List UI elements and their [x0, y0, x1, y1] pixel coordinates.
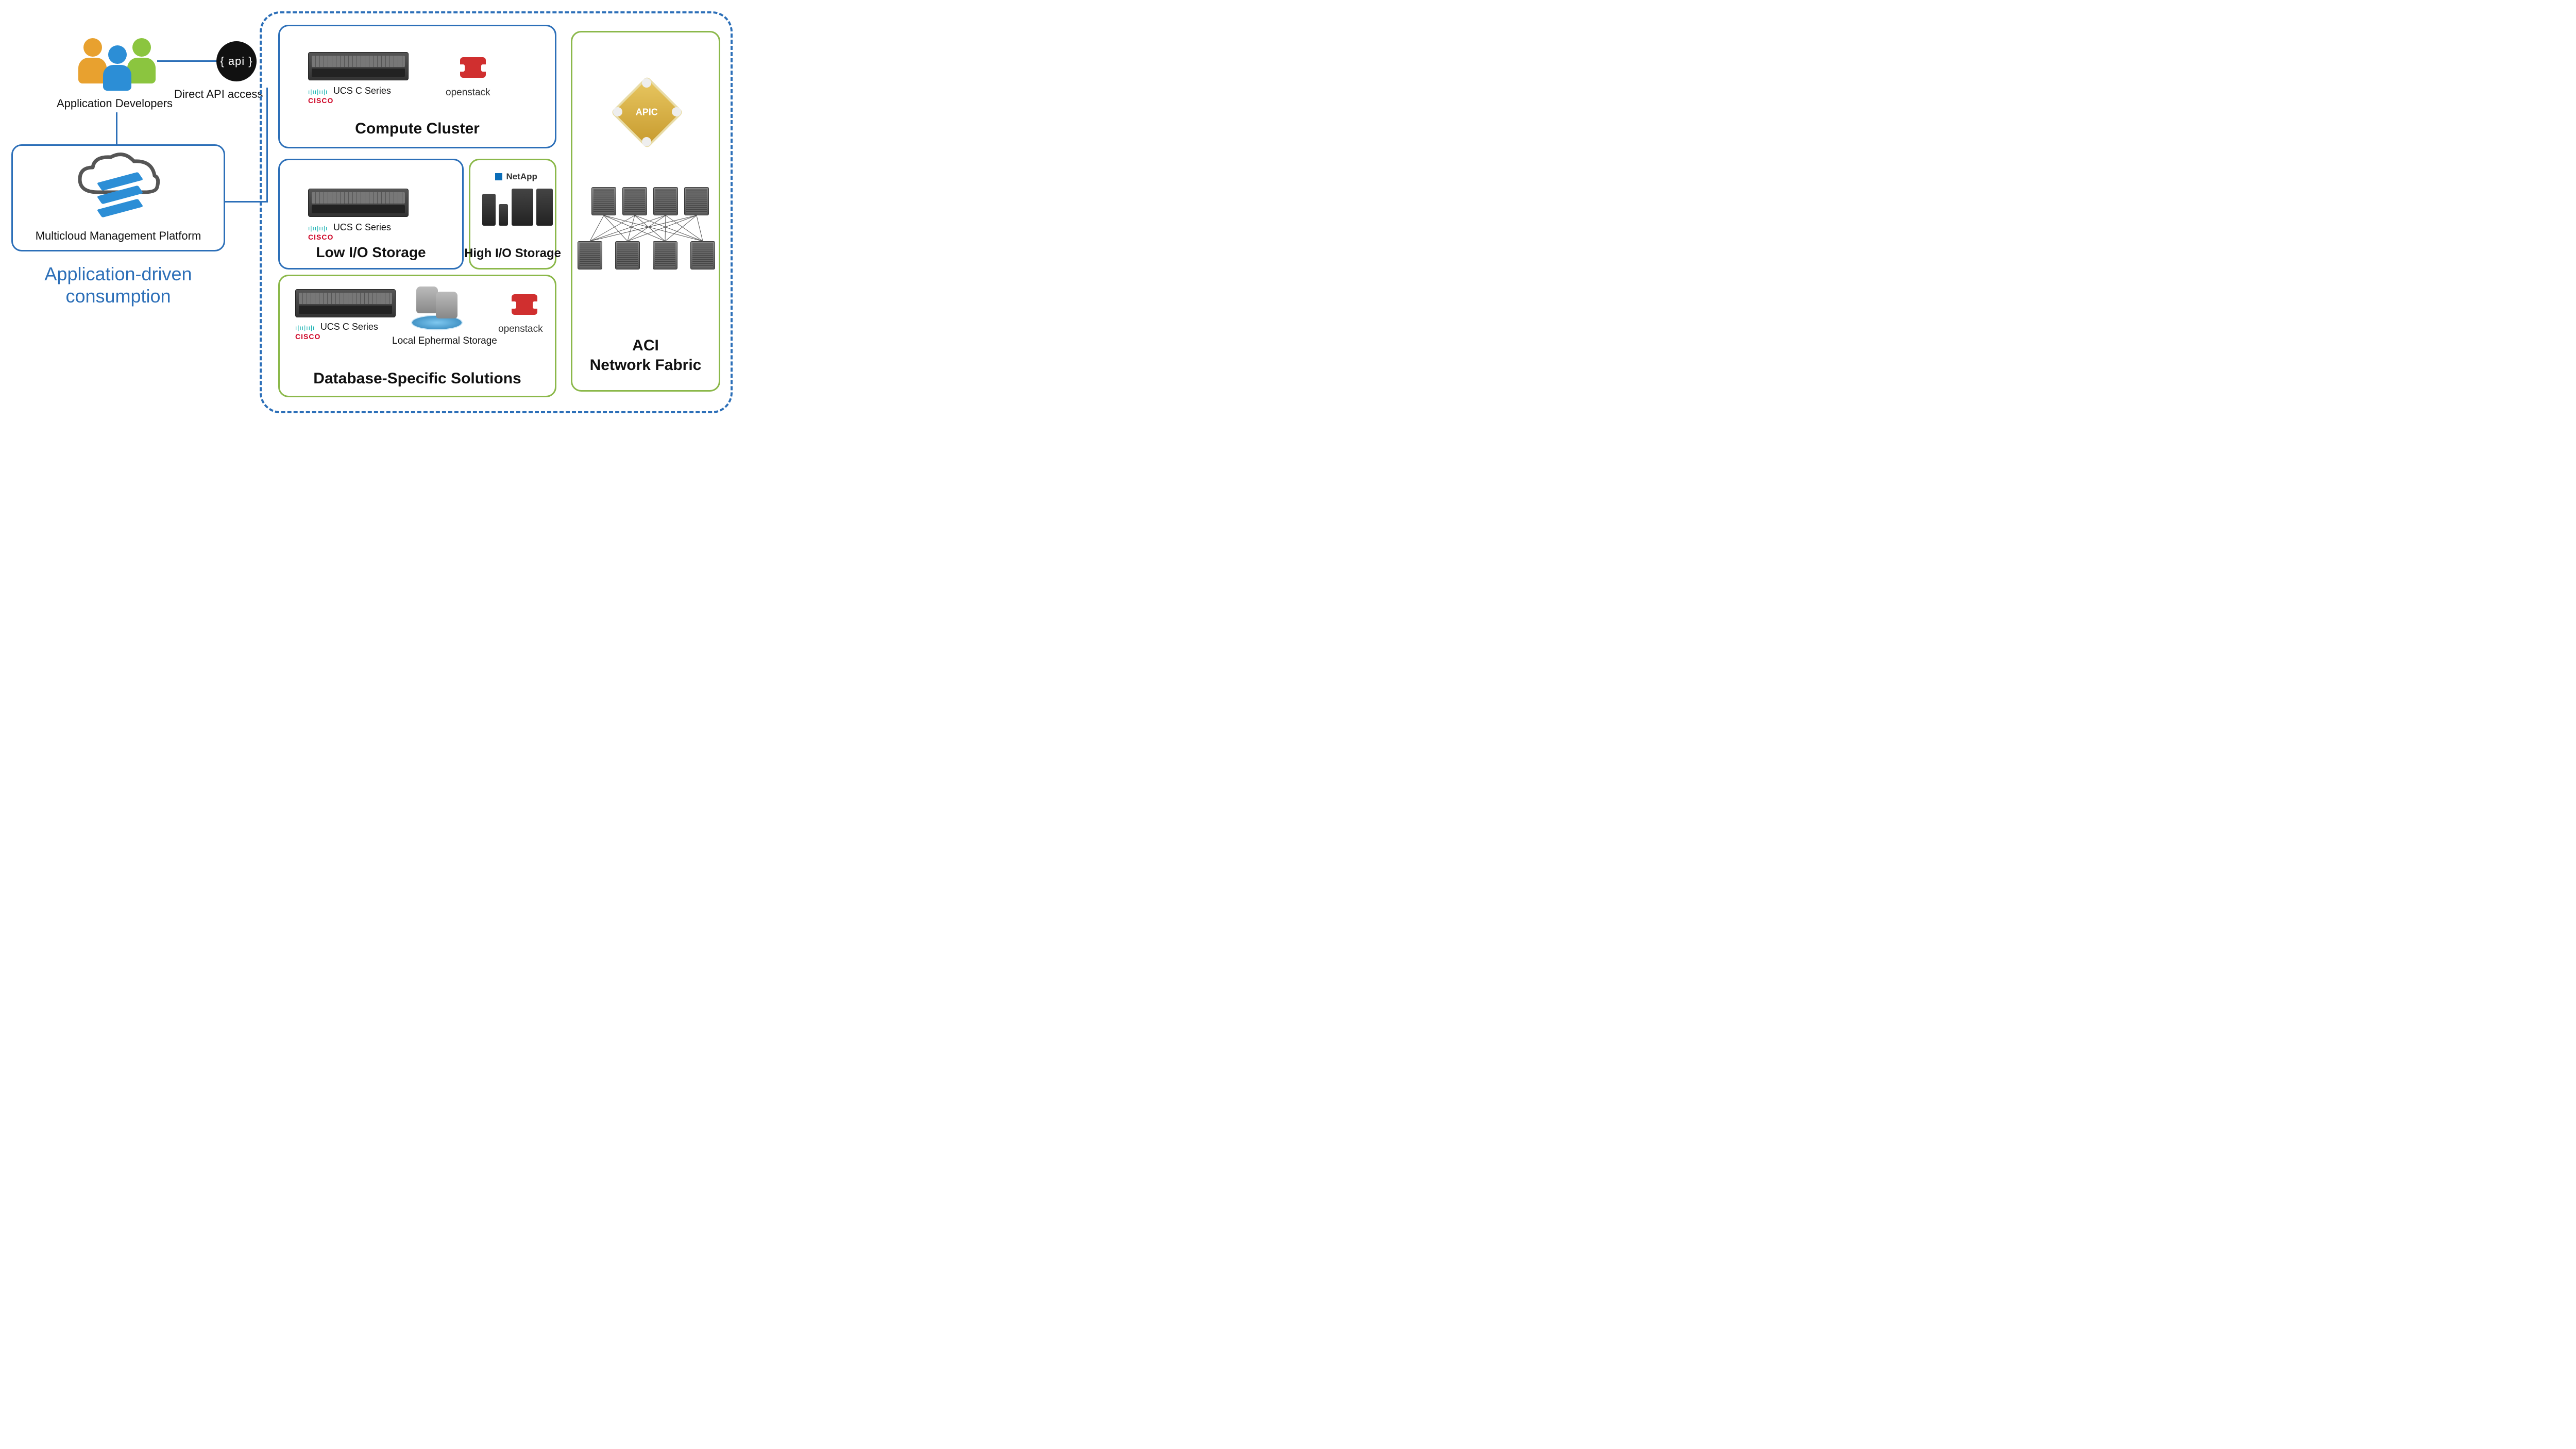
disk-icon [411, 287, 463, 330]
low-io-box: ı|ıı|ıı|ı UCS C Series CISCO Low I/O Sto… [278, 159, 464, 269]
server-icon [308, 189, 409, 217]
cisco-brand: CISCO [308, 233, 333, 241]
cisco-brand: CISCO [295, 332, 320, 341]
fabric-topology-icon [575, 187, 719, 269]
cisco-bars-icon: ı|ıı|ıı|ı [308, 88, 328, 95]
netapp-logo: NetApp [495, 172, 537, 182]
cisco-bars-icon: ı|ıı|ıı|ı [295, 324, 315, 331]
aci-title-line2: Network Fabric [590, 357, 702, 374]
api-badge-icon: { api } [216, 41, 257, 81]
server-icon [295, 289, 396, 317]
platform-label: Multicloud Management Platform [13, 229, 224, 243]
apic-label: APIC [636, 107, 658, 117]
openstack-logo-icon [460, 57, 486, 83]
openstack-label: openstack [446, 87, 490, 98]
api-access-label: Direct API access [174, 88, 263, 101]
aci-title: ACI Network Fabric [572, 336, 719, 375]
ephemeral-label: Local Ephermal Storage [392, 335, 497, 347]
compute-cluster-title: Compute Cluster [280, 120, 555, 138]
line-developers-to-api [157, 60, 219, 62]
openstack-label: openstack [498, 324, 543, 335]
db-solutions-title: Database-Specific Solutions [280, 370, 555, 387]
netapp-label: NetApp [506, 172, 537, 181]
headline-line1: Application-driven [44, 263, 192, 284]
openstack-logo-icon [512, 294, 537, 320]
db-solutions-box: ı|ıı|ıı|ı UCS C Series CISCO Local Epher… [278, 275, 556, 397]
aci-box: APIC ACI Network Fabric [571, 31, 720, 392]
cisco-label-group: ı|ıı|ıı|ı UCS C Series CISCO [308, 222, 391, 242]
platform-box: Multicloud Management Platform [11, 144, 225, 251]
cisco-label-group: ı|ıı|ıı|ı UCS C Series CISCO [295, 322, 378, 342]
api-badge-text: { api } [220, 55, 252, 68]
cisco-ucs-label: UCS C Series [333, 222, 391, 232]
cisco-bars-icon: ı|ıı|ıı|ı [308, 225, 328, 232]
compute-cluster-box: ı|ıı|ıı|ı UCS C Series CISCO openstack C… [278, 25, 556, 148]
server-icon [308, 52, 409, 80]
developers-group-icon [78, 35, 158, 97]
stack-icon [99, 177, 141, 217]
cisco-brand: CISCO [308, 96, 333, 105]
headline: Application-driven consumption [16, 263, 220, 307]
cisco-ucs-label: UCS C Series [333, 86, 391, 96]
high-io-title: High I/O Storage [462, 246, 563, 261]
cisco-ucs-label: UCS C Series [320, 322, 378, 332]
apic-icon: APIC [616, 81, 678, 143]
developers-label: Application Developers [57, 97, 173, 110]
low-io-title: Low I/O Storage [280, 244, 462, 261]
headline-line2: consumption [65, 285, 171, 307]
netapp-storage-icon [482, 189, 553, 226]
line-developers-to-platform-v [116, 112, 117, 144]
aci-title-line1: ACI [632, 337, 659, 354]
cisco-label-group: ı|ıı|ıı|ı UCS C Series CISCO [308, 86, 391, 106]
high-io-box: NetApp High I/O Storage [469, 159, 556, 269]
